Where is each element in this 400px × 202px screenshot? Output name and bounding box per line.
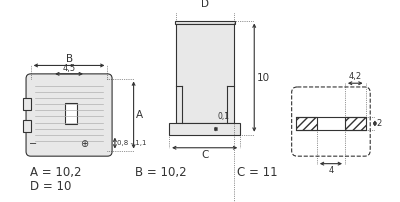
Text: ⊕: ⊕ [80, 139, 88, 149]
Bar [65, 103, 77, 124]
Bar [176, 24, 234, 123]
Text: A: A [136, 110, 144, 120]
Text: −: − [30, 139, 38, 149]
Bar [23, 98, 31, 110]
Text: D: D [201, 0, 209, 9]
Text: 0,8 - 1,1: 0,8 - 1,1 [117, 140, 146, 146]
Bar [169, 123, 240, 135]
Text: 10: 10 [257, 73, 270, 83]
Text: 4,5: 4,5 [62, 64, 76, 73]
Bar [345, 117, 366, 129]
Text: B: B [66, 54, 73, 64]
Bar [175, 21, 235, 24]
Text: 4,2: 4,2 [349, 72, 362, 81]
Text: A = 10,2: A = 10,2 [30, 165, 81, 179]
Bar [296, 117, 317, 129]
Text: D = 10: D = 10 [30, 180, 71, 193]
Text: B = 10,2: B = 10,2 [134, 165, 186, 179]
Text: C = 11: C = 11 [238, 165, 278, 179]
Text: 2: 2 [377, 119, 382, 128]
Bar [23, 120, 31, 132]
Text: 0,1: 0,1 [218, 112, 230, 121]
Text: 4: 4 [328, 165, 334, 175]
Text: C: C [201, 150, 208, 160]
FancyBboxPatch shape [26, 74, 112, 156]
